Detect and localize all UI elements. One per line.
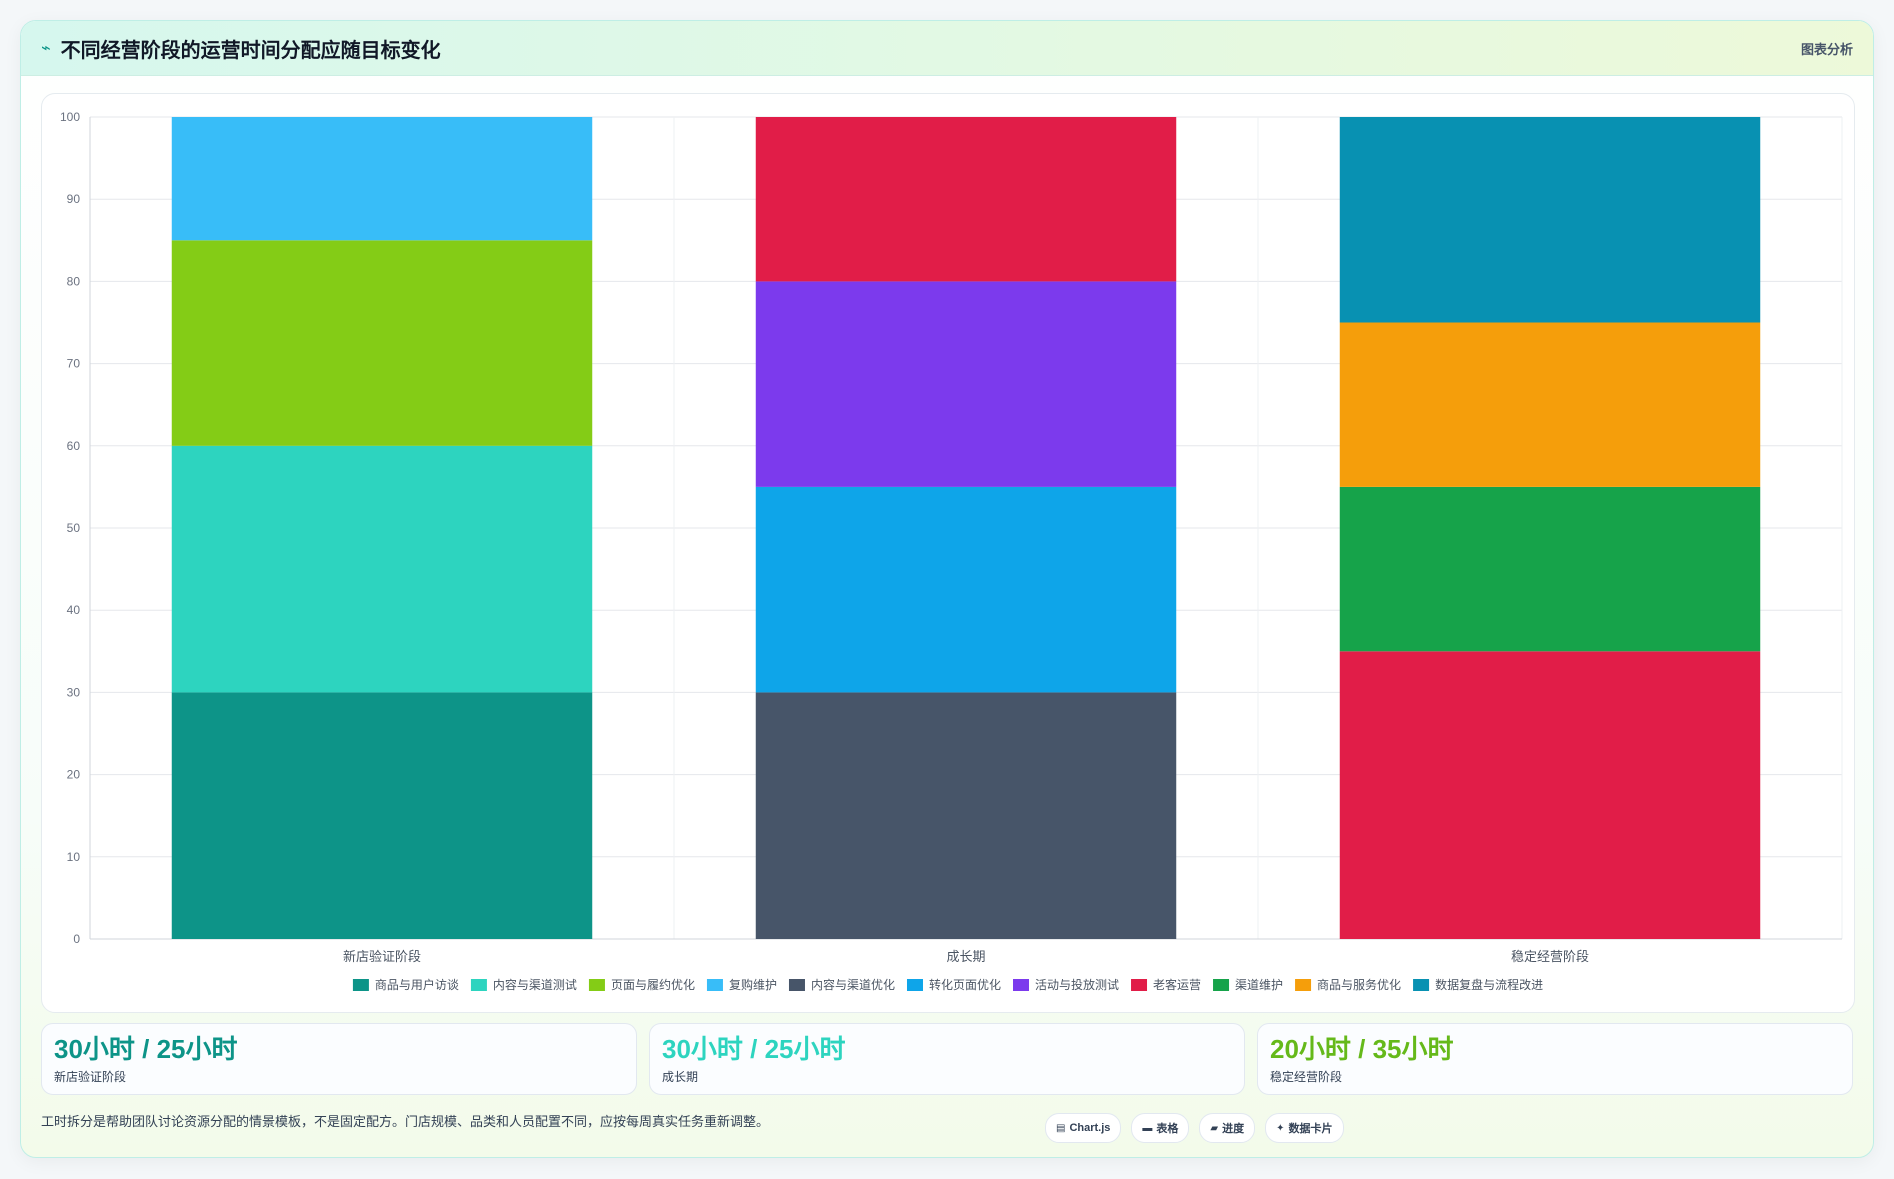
table-icon: ▬ <box>1142 1122 1153 1134</box>
bar-segment <box>755 486 1177 693</box>
legend-label: 内容与渠道测试 <box>493 977 577 992</box>
bar-segment <box>1339 486 1761 652</box>
y-tick-label: 20 <box>67 768 81 782</box>
bar-segment <box>171 117 593 241</box>
chart-analysis-tag: 图表分析 <box>1800 41 1853 57</box>
bar-segment <box>1339 651 1761 939</box>
legend-swatch <box>1131 979 1148 991</box>
stat-label: 成长期 <box>662 1070 699 1084</box>
legend: 商品与用户访谈 内容与渠道测试 页面与履约优化 复购维护 内容与渠道优化 转化页面优化 活动… <box>352 977 1543 992</box>
legend-label: 转化页面优化 <box>929 977 1001 992</box>
y-tick-label: 70 <box>67 357 81 371</box>
footer-note: 工时拆分是帮助团队讨论资源分配的情景模板，不是固定配方。门店规模、品类和人员配置… <box>41 1114 770 1129</box>
stacked-bar-chart: 0 10 20 30 40 50 60 70 80 90 100 新店验证阶段 成长期 稳定经营阶段商品与… <box>60 110 1843 992</box>
stat-label: 新店验证阶段 <box>54 1070 127 1084</box>
card-header: ⌁ 不同经营阶段的运营时间分配应随目标变化 图表分析 <box>21 21 1873 76</box>
chart-icon: ▤ <box>1056 1122 1066 1134</box>
legend-label: 渠道维护 <box>1235 978 1283 992</box>
legend-swatch <box>588 979 605 991</box>
y-tick-label: 40 <box>67 603 81 617</box>
legend-label: 页面与履约优化 <box>611 977 695 992</box>
legend-label: 商品与服务优化 <box>1317 977 1401 992</box>
chart-card: ⌁ 不同经营阶段的运营时间分配应随目标变化 图表分析 0 10 20 30 40 50 60… <box>20 20 1874 1158</box>
stat-card: 30小时 / 25小时 成长期 <box>649 1023 1245 1095</box>
y-tick-label: 60 <box>67 439 81 453</box>
y-tick-label: 30 <box>67 685 81 699</box>
stat-card: 30小时 / 25小时 新店验证阶段 <box>41 1023 637 1095</box>
x-tick-label: 成长期 <box>946 949 985 964</box>
y-tick-label: 0 <box>73 932 80 946</box>
card-icon: ✦ <box>1276 1122 1285 1134</box>
legend-label: 老客运营 <box>1153 977 1201 992</box>
pill-data-card[interactable]: ✦ 数据卡片 <box>1265 1113 1344 1143</box>
progress-icon: ▰ <box>1210 1122 1219 1134</box>
trend-icon: ⌁ <box>41 40 51 57</box>
bar-segment <box>1339 117 1761 323</box>
pill-label: 进度 <box>1222 1123 1245 1135</box>
stat-card: 20小时 / 35小时 稳定经营阶段 <box>1257 1023 1853 1095</box>
tech-pills: ▤ Chart.js ▬ 表格 ▰ 进度 ✦ 数据卡片 <box>1045 1113 1344 1143</box>
bar-segment <box>1339 322 1761 487</box>
y-tick-label: 50 <box>67 521 81 535</box>
legend-swatch <box>1213 979 1230 991</box>
title-wrap: ⌁ 不同经营阶段的运营时间分配应随目标变化 <box>41 34 441 63</box>
pill-label: Chart.js <box>1069 1122 1111 1134</box>
y-tick-label: 10 <box>67 850 81 864</box>
stat-value: 20小时 / 35小时 <box>1270 1034 1454 1064</box>
stats-row: 30小时 / 25小时 新店验证阶段 30小时 / 25小时 成长期 20小时 … <box>41 1023 1853 1095</box>
legend-label: 内容与渠道优化 <box>811 977 895 992</box>
legend-swatch <box>788 979 805 991</box>
pill-table[interactable]: ▬ 表格 <box>1131 1113 1190 1143</box>
legend-swatch <box>352 979 369 991</box>
legend-label: 复购维护 <box>729 977 777 992</box>
stat-value: 30小时 / 25小时 <box>54 1034 238 1064</box>
chart-panel: 0 10 20 30 40 50 60 70 80 90 100 新店验证阶段 成长期 稳定经营阶段商品与… <box>41 93 1855 1013</box>
pill-label: 数据卡片 <box>1288 1123 1333 1135</box>
bar-segment <box>755 281 1177 487</box>
pill-label: 表格 <box>1156 1123 1179 1135</box>
legend-label: 数据复盘与流程改进 <box>1435 977 1543 992</box>
y-tick-label: 100 <box>60 110 80 124</box>
legend-label: 活动与投放测试 <box>1035 977 1119 992</box>
bar-segment <box>171 240 593 446</box>
card-title: 不同经营阶段的运营时间分配应随目标变化 <box>60 39 441 62</box>
pill-chartjs[interactable]: ▤ Chart.js <box>1045 1113 1122 1143</box>
y-tick-label: 80 <box>67 274 81 288</box>
x-tick-label: 稳定经营阶段 <box>1511 949 1589 964</box>
legend-swatch <box>1013 979 1030 991</box>
stat-value: 30小时 / 25小时 <box>662 1034 846 1064</box>
y-tick-label: 90 <box>67 192 81 206</box>
legend-swatch <box>1295 979 1312 991</box>
legend-swatch <box>906 979 923 991</box>
bar-segment <box>755 692 1177 939</box>
legend-swatch <box>470 979 487 991</box>
x-tick-label: 新店验证阶段 <box>343 949 421 964</box>
legend-swatch <box>1413 979 1430 991</box>
bar-segment <box>755 117 1177 282</box>
stat-label: 稳定经营阶段 <box>1270 1070 1343 1084</box>
legend-swatch <box>706 979 723 991</box>
bar-segment <box>171 445 593 693</box>
legend-label: 商品与用户访谈 <box>375 977 459 992</box>
pill-progress[interactable]: ▰ 进度 <box>1199 1113 1256 1143</box>
bar-segment <box>171 692 593 939</box>
